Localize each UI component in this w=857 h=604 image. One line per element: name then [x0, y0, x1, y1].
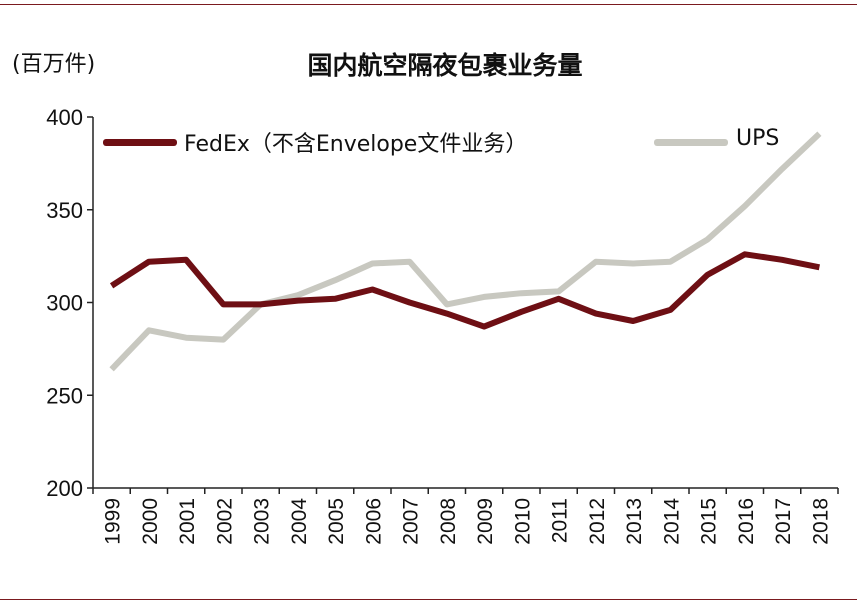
x-tick-label: 2006	[362, 498, 385, 545]
series-line-fedex	[109, 251, 820, 330]
x-tick-label: 2011	[549, 498, 572, 543]
chart-title: 国内航空隔夜包裹业务量	[307, 51, 583, 80]
series-lines	[109, 131, 822, 372]
x-tick-label: 2016	[735, 498, 758, 545]
x-tick-label: 2002	[213, 498, 236, 545]
legend-swatch-fedex	[103, 139, 177, 146]
y-tick-label: 250	[46, 383, 83, 408]
y-tick-label: 200	[46, 476, 83, 501]
x-tick-label: 2009	[474, 498, 497, 545]
x-tick-label: 2015	[698, 498, 721, 545]
y-tick-label: 400	[46, 105, 83, 130]
x-tick-label: 2010	[511, 498, 534, 545]
x-tick-label: 2008	[437, 498, 460, 545]
x-tick-label: 2003	[251, 498, 274, 545]
x-tick-label: 2005	[325, 498, 348, 545]
x-tick-label: 2000	[139, 498, 162, 545]
x-tick-label: 2001	[176, 498, 199, 545]
legend-swatch-ups	[654, 139, 728, 146]
x-tick-labels: 1999 2000 2001 2002 2003 2004 2005 2006 2007 2008…	[102, 498, 833, 545]
x-tick-label: 1999	[102, 498, 125, 545]
y-unit-label: (百万件)	[12, 52, 96, 77]
bottom-rule	[0, 599, 857, 600]
x-tick-label: 2012	[586, 498, 609, 545]
series-line-ups	[109, 131, 822, 372]
axes	[87, 116, 839, 494]
legend-label-fedex: FedEx（不含Envelope文件业务）	[184, 132, 528, 157]
legend-label-ups: UPS	[736, 126, 780, 151]
top-rule	[0, 4, 857, 5]
y-tick-labels: 200 250 300 350 400	[46, 105, 83, 501]
x-tick-label: 2004	[288, 498, 311, 545]
x-tick-label: 2014	[660, 498, 683, 545]
x-tick-label: 2018	[809, 498, 832, 545]
x-tick-label: 2017	[772, 498, 795, 545]
x-tick-label: 2013	[623, 498, 646, 545]
y-tick-label: 350	[46, 198, 83, 223]
y-tick-label: 300	[46, 291, 83, 316]
x-tick-label: 2007	[400, 498, 423, 545]
